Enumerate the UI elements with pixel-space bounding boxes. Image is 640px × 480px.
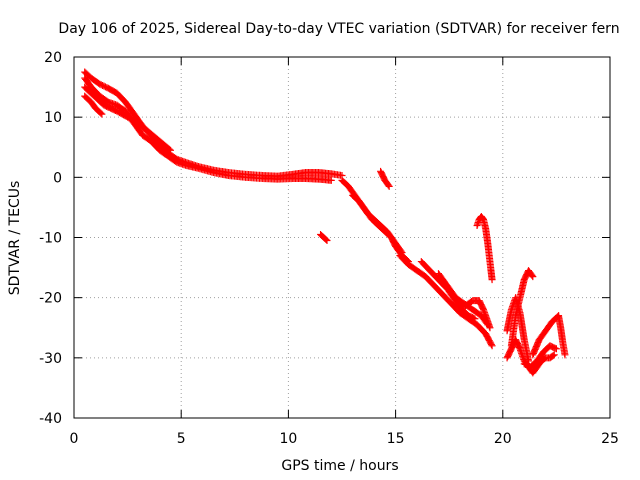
series-track-b: [81, 74, 335, 184]
data-point-marker: [384, 181, 392, 189]
x-tick-label: 20: [494, 431, 512, 447]
series-track-q: [529, 312, 563, 359]
data-point-marker: [98, 110, 106, 118]
data-point-marker: [486, 324, 494, 332]
data-point-marker: [97, 109, 105, 117]
y-tick-label: 20: [44, 50, 62, 66]
data-point-marker: [561, 351, 569, 359]
data-point-marker: [166, 146, 174, 154]
series-track-g: [377, 167, 393, 190]
series-track-p: [507, 267, 537, 350]
y-axis-label: SDTVAR / TECUs: [7, 181, 23, 296]
x-tick-label: 5: [177, 431, 186, 447]
data-point-marker: [165, 145, 173, 153]
series-track-d: [81, 92, 106, 118]
data-point-marker: [552, 345, 560, 353]
y-tick-label: 10: [44, 110, 62, 126]
x-tick-label: 15: [387, 431, 405, 447]
data-point-marker: [551, 344, 559, 352]
data-point-marker: [470, 314, 478, 322]
data-point-marker: [528, 271, 536, 279]
data-point-marker: [488, 342, 496, 350]
series-track-m: [473, 212, 496, 284]
data-point-marker: [550, 351, 558, 359]
series-track-h: [317, 230, 331, 245]
data-point-marker: [488, 276, 496, 284]
data-point-marker: [549, 352, 557, 360]
data-point-marker: [385, 182, 393, 190]
data-point-marker: [323, 237, 331, 245]
series-track-a: [81, 68, 346, 180]
series-track-l: [445, 288, 479, 323]
y-tick-label: 0: [53, 170, 62, 186]
data-point-marker: [471, 315, 479, 323]
data-point-marker: [487, 340, 495, 348]
x-axis-label: GPS time / hours: [281, 458, 398, 474]
x-tick-label: 25: [601, 431, 619, 447]
series-track-c: [81, 83, 174, 154]
y-tick-label: -40: [39, 411, 62, 427]
x-tick-label: 10: [279, 431, 297, 447]
data-point-marker: [322, 236, 330, 244]
data-point-marker: [529, 273, 537, 281]
series-track-f: [349, 191, 412, 266]
y-tick-label: -20: [39, 291, 62, 307]
axis-ticks: 0 5 10 15 20 25 -40 -30 -20 -10 0 10 20: [39, 50, 619, 447]
chart-title: Day 106 of 2025, Sidereal Day-to-day VTE…: [58, 21, 619, 37]
series-track-s: [555, 312, 569, 359]
data-point-marker: [327, 176, 335, 184]
data-points: [81, 68, 569, 377]
series-track-r: [520, 342, 560, 371]
y-tick-label: -30: [39, 351, 62, 367]
x-tick-label: 0: [70, 431, 79, 447]
y-tick-label: -10: [39, 231, 62, 247]
